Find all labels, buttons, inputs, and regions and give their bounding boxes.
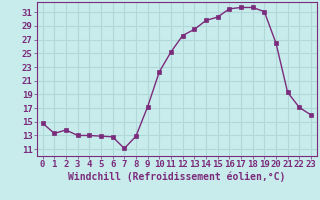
X-axis label: Windchill (Refroidissement éolien,°C): Windchill (Refroidissement éolien,°C) [68, 172, 285, 182]
